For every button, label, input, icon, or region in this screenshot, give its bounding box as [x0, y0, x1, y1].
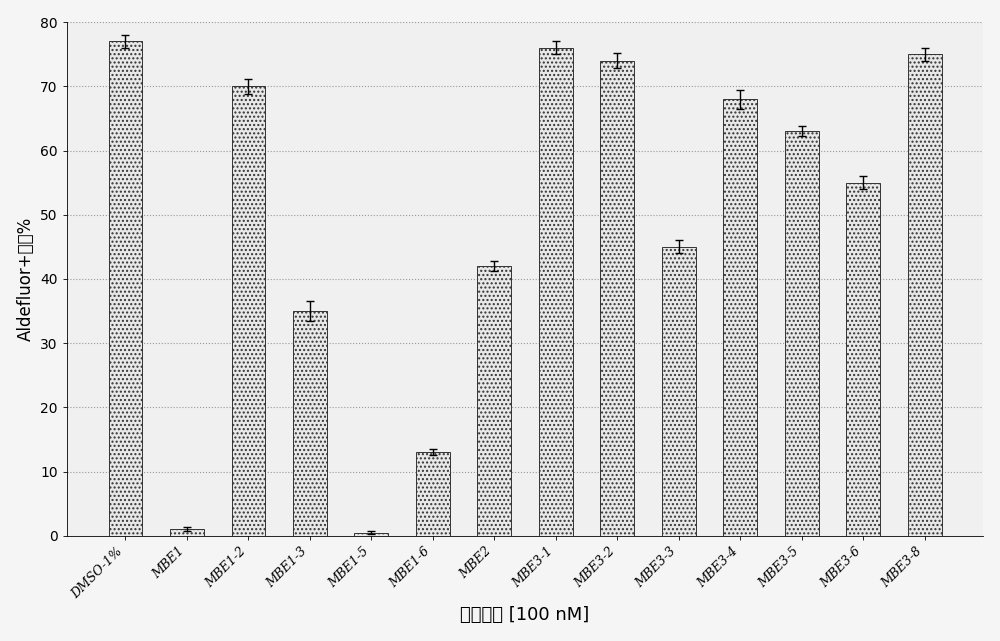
Y-axis label: Aldefluor+细胞%: Aldefluor+细胞% [17, 217, 35, 341]
Bar [600, 61, 634, 536]
Bar [354, 533, 388, 536]
Bar [539, 48, 573, 536]
Bar [170, 529, 204, 536]
Bar [723, 99, 757, 536]
Bar [662, 247, 696, 536]
X-axis label: 引导名称 [100 nM]: 引导名称 [100 nM] [460, 606, 590, 624]
Bar [477, 266, 511, 536]
Bar [109, 42, 142, 536]
Bar [908, 54, 942, 536]
Bar [293, 311, 327, 536]
Bar [846, 183, 880, 536]
Bar [785, 131, 819, 536]
Bar [232, 87, 265, 536]
Bar [416, 453, 450, 536]
